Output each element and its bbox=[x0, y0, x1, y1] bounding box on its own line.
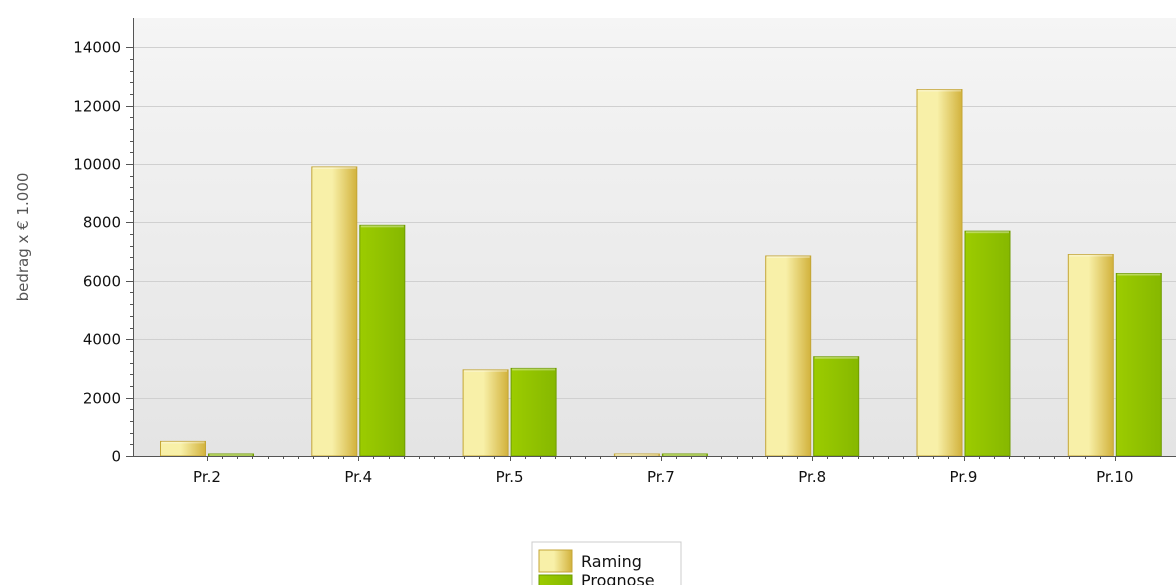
legend: Raming Prognose bbox=[531, 541, 682, 585]
x-tick-label: Pr.7 bbox=[647, 468, 675, 486]
y-tick-label: 10000 bbox=[73, 156, 121, 174]
y-tick-label: 8000 bbox=[83, 214, 121, 232]
legend-label-prognose: Prognose bbox=[581, 571, 655, 585]
x-tick-label: Pr.4 bbox=[344, 468, 372, 486]
y-tick-label: 12000 bbox=[73, 98, 121, 116]
bar-raming-pr4-top-highlight bbox=[312, 166, 356, 169]
plot-area bbox=[133, 18, 1176, 456]
bars bbox=[160, 89, 1162, 457]
x-tick-label: Pr.5 bbox=[496, 468, 524, 486]
bar-raming-pr7-top-highlight bbox=[615, 454, 659, 456]
bar-prognose-pr8-top-highlight bbox=[814, 356, 858, 359]
y-tick-label: 2000 bbox=[83, 390, 121, 408]
grid-lines bbox=[133, 47, 1176, 399]
bar-raming-pr8 bbox=[765, 255, 812, 457]
bar-raming-pr8-top-highlight bbox=[766, 255, 810, 258]
y-tick-label: 0 bbox=[111, 448, 121, 466]
bar-prognose-pr9-top-highlight bbox=[966, 231, 1009, 234]
bar-raming-pr9-top-highlight bbox=[918, 89, 961, 92]
bar-raming-pr4 bbox=[311, 166, 358, 457]
legend-label-raming: Raming bbox=[581, 552, 642, 571]
bar-prognose-pr2-top-highlight bbox=[209, 454, 253, 456]
bar-prognose-pr4 bbox=[359, 224, 406, 457]
bar-prognose-pr4-top-highlight bbox=[360, 225, 404, 228]
bar-raming-pr10 bbox=[1067, 254, 1114, 457]
x-tick-label: Pr.2 bbox=[193, 468, 221, 486]
bar-prognose-pr5-top-highlight bbox=[512, 368, 556, 371]
bar-prognose-pr10 bbox=[1115, 273, 1162, 457]
bar-raming-pr9 bbox=[916, 89, 963, 457]
bar-raming-pr2-top-highlight bbox=[161, 441, 205, 444]
bar-prognose-pr7-top-highlight bbox=[663, 454, 707, 456]
x-tick-label: Pr.10 bbox=[1096, 468, 1133, 486]
bar-prognose-pr5 bbox=[510, 367, 557, 457]
axes: 0 2000 4000 6000 8000 10000 12000 14000 Pr.2 Pr.4… bbox=[73, 18, 1176, 486]
bar-raming-pr2 bbox=[160, 440, 206, 457]
bar-prognose-pr8 bbox=[813, 356, 860, 457]
x-tick-label: Pr.9 bbox=[950, 468, 978, 486]
legend-swatch-prognose bbox=[538, 574, 573, 585]
bar-raming-pr5-top-highlight bbox=[464, 369, 508, 372]
y-tick-label: 6000 bbox=[83, 273, 121, 291]
bar-prognose-pr10-top-highlight bbox=[1117, 273, 1161, 276]
bar-raming-pr10-top-highlight bbox=[1069, 254, 1113, 257]
bar-prognose-pr9 bbox=[964, 230, 1011, 457]
y-tick-label: 14000 bbox=[73, 39, 121, 57]
bar-raming-pr5 bbox=[462, 369, 509, 457]
x-tick-label: Pr.8 bbox=[798, 468, 826, 486]
y-axis-title: bedrag x € 1.000 bbox=[14, 173, 32, 302]
legend-swatch-raming bbox=[538, 549, 573, 573]
y-tick-label: 4000 bbox=[83, 331, 121, 349]
